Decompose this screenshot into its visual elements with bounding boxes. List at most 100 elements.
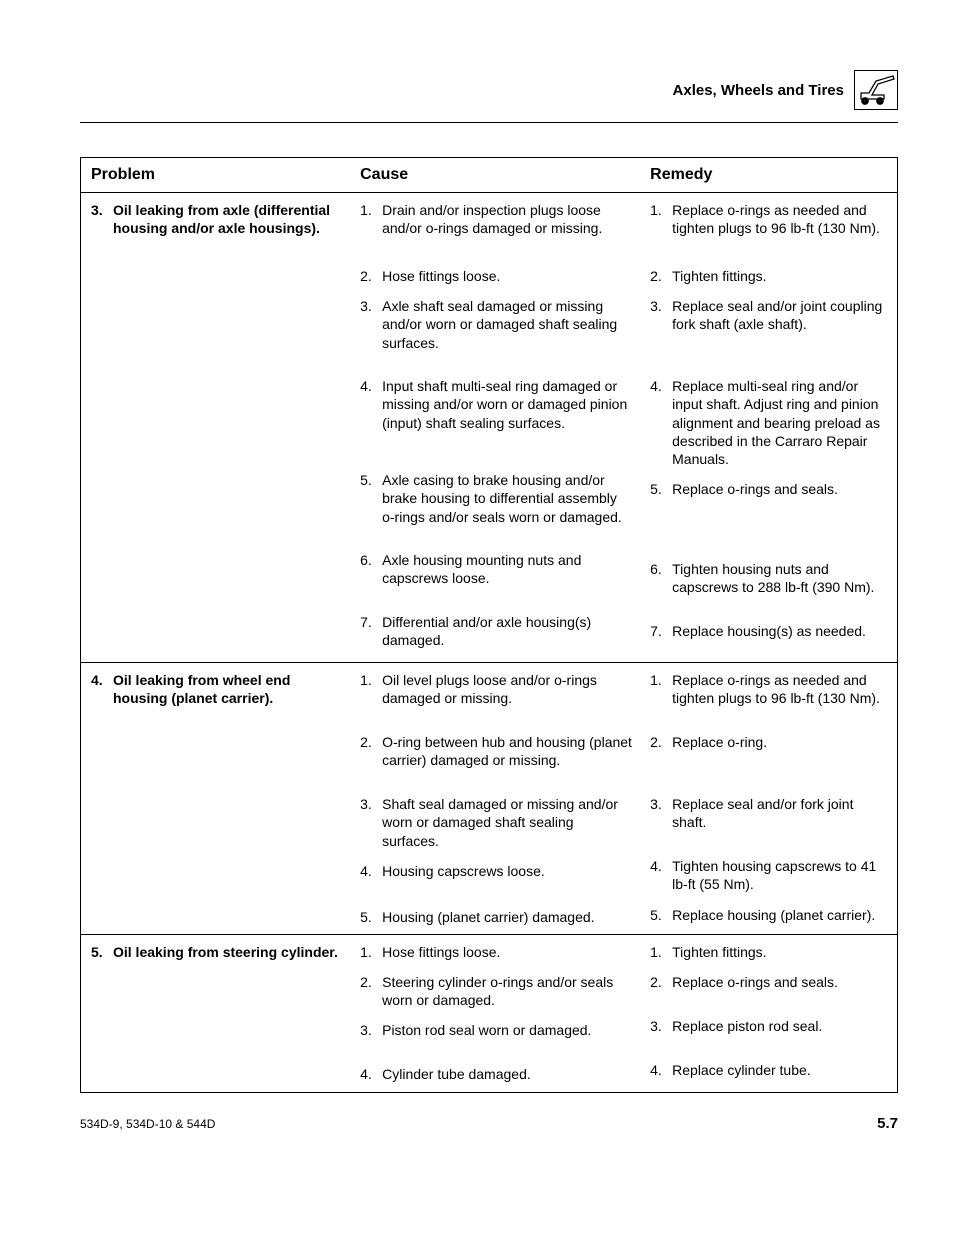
cause-item: 4.Housing capscrews loose.	[360, 862, 632, 896]
list-number: 1.	[650, 671, 672, 721]
page: Axles, Wheels and Tires Problem Cause Re…	[0, 0, 954, 1172]
remedy-text: Tighten fittings.	[672, 943, 889, 961]
cause-text: Hose fittings loose.	[382, 943, 632, 961]
table-body: 3. Oil leaking from axle (differential ho…	[81, 193, 898, 1093]
remedy-text: Replace o-rings and seals.	[672, 480, 889, 548]
problem-item: 5.Oil leaking from steering cylinder.	[91, 943, 342, 961]
remedy-item: 2.Replace o-rings and seals.	[650, 973, 889, 1005]
header-divider	[80, 122, 898, 123]
cause-cell: 1.Hose fittings loose.2.Steering cylinde…	[350, 934, 640, 1092]
cause-text: Shaft seal damaged or missing and/or wor…	[382, 795, 632, 850]
page-header: Axles, Wheels and Tires	[80, 70, 898, 110]
list-number: 1.	[360, 671, 382, 721]
remedy-text: Replace o-rings as needed and tighten pl…	[672, 671, 889, 721]
remedy-item: 4.Replace multi-seal ring and/or input s…	[650, 377, 889, 468]
cause-cell: 1.Oil level plugs loose and/or o-rings d…	[350, 663, 640, 935]
list-number: 6.	[650, 560, 672, 610]
remedy-text: Replace o-rings and seals.	[672, 973, 889, 1005]
col-header-remedy: Remedy	[640, 158, 897, 193]
footer-page-number: 5.7	[877, 1115, 898, 1132]
problem-text: Oil leaking from axle (differential hous…	[113, 201, 342, 237]
col-header-cause: Cause	[350, 158, 640, 193]
cause-item: 3.Axle shaft seal damaged or missing and…	[360, 297, 632, 365]
remedy-item: 1.Replace o-rings as needed and tighten …	[650, 671, 889, 721]
cause-text: Input shaft multi-seal ring damaged or m…	[382, 377, 632, 459]
cause-text: O-ring between hub and housing (planet c…	[382, 733, 632, 783]
remedy-item: 2.Replace o-ring.	[650, 733, 889, 783]
section-title: Axles, Wheels and Tires	[673, 82, 844, 99]
remedy-item: 4.Replace cylinder tube.	[650, 1061, 889, 1079]
problem-item: 3.Oil leaking from axle (differential ho…	[91, 201, 342, 237]
remedy-text: Tighten housing capscrews to 41 lb-ft (5…	[672, 857, 889, 893]
problem-item: 4.Oil leaking from wheel end housing (pl…	[91, 671, 342, 707]
cause-item: 2.Hose fittings loose.	[360, 267, 632, 285]
list-number: 4.	[650, 1061, 672, 1079]
problem-text: Oil leaking from steering cylinder.	[113, 943, 342, 961]
remedy-text: Replace cylinder tube.	[672, 1061, 889, 1079]
problem-cell: 4.Oil leaking from wheel end housing (pl…	[81, 663, 351, 935]
cause-item: 1.Hose fittings loose.	[360, 943, 632, 961]
list-number: 4.	[360, 377, 382, 459]
list-number: 1.	[360, 943, 382, 961]
list-number: 2.	[360, 973, 382, 1009]
list-number: 2.	[360, 267, 382, 285]
cause-text: Housing (planet carrier) damaged.	[382, 908, 632, 926]
list-number: 4.	[91, 671, 113, 707]
remedy-cell: 1.Tighten fittings. 2.Replace o-rings and…	[640, 934, 897, 1092]
list-number: 2.	[360, 733, 382, 783]
remedy-item: 3.Replace seal and/or joint coupling for…	[650, 297, 889, 365]
remedy-cell: 1.Replace o-rings as needed and tighten …	[640, 663, 897, 935]
table-row: 4.Oil leaking from wheel end housing (pl…	[81, 663, 898, 935]
remedy-text: Replace housing(s) as needed.	[672, 622, 889, 654]
remedy-text: Replace piston rod seal.	[672, 1017, 889, 1049]
cause-text: Axle casing to brake housing and/or brak…	[382, 471, 632, 539]
list-number: 1.	[650, 943, 672, 961]
remedy-item: 1.Replace o-rings as needed and tighten …	[650, 201, 889, 255]
remedy-text: Tighten fittings.	[672, 267, 889, 285]
remedy-text: Replace o-ring.	[672, 733, 889, 783]
cause-text: Hose fittings loose.	[382, 267, 632, 285]
list-number: 7.	[650, 622, 672, 654]
cause-item: 6.Axle housing mounting nuts and capscre…	[360, 551, 632, 601]
list-number: 3.	[650, 1017, 672, 1049]
cause-text: Steering cylinder o-rings and/or seals w…	[382, 973, 632, 1009]
cause-item: 7.Differential and/or axle housing(s) da…	[360, 613, 632, 649]
list-number: 1.	[360, 201, 382, 255]
problem-cell: 5.Oil leaking from steering cylinder.	[81, 934, 351, 1092]
list-number: 5.	[91, 943, 113, 961]
list-number: 3.	[360, 1021, 382, 1053]
problem-text: Oil leaking from wheel end housing (plan…	[113, 671, 342, 707]
cause-text: Cylinder tube damaged.	[382, 1065, 632, 1083]
cause-text: Differential and/or axle housing(s) dama…	[382, 613, 632, 649]
list-number: 5.	[360, 908, 382, 926]
remedy-text: Replace o-rings as needed and tighten pl…	[672, 201, 889, 255]
list-number: 1.	[650, 201, 672, 255]
list-number: 7.	[360, 613, 382, 649]
troubleshooting-table: Problem Cause Remedy 3. Oil leaking from …	[80, 157, 898, 1093]
list-number: 3.	[650, 795, 672, 845]
remedy-text: Replace seal and/or joint coupling fork …	[672, 297, 889, 365]
cause-item: 2.Steering cylinder o-rings and/or seals…	[360, 973, 632, 1009]
remedy-text: Replace seal and/or fork joint shaft.	[672, 795, 889, 845]
list-number: 5.	[360, 471, 382, 539]
table-row: 3. Oil leaking from axle (differential ho…	[81, 193, 898, 663]
remedy-item: 3.Replace piston rod seal.	[650, 1017, 889, 1049]
list-number: 3.	[360, 795, 382, 850]
list-number: 5.	[650, 480, 672, 548]
list-number: 2.	[650, 267, 672, 285]
cause-item: 3.Piston rod seal worn or damaged.	[360, 1021, 632, 1053]
cause-item: 4.Input shaft multi-seal ring damaged or…	[360, 377, 632, 459]
table-row: 5.Oil leaking from steering cylinder.1.H…	[81, 934, 898, 1092]
footer-models: 534D-9, 534D-10 & 544D	[80, 1117, 215, 1131]
cause-text: Oil level plugs loose and/or o-rings dam…	[382, 671, 632, 721]
remedy-text: Replace housing (planet carrier).	[672, 906, 889, 924]
list-number: 4.	[360, 1065, 382, 1083]
remedy-cell: 1.Replace o-rings as needed and tighten …	[640, 193, 897, 663]
page-footer: 534D-9, 534D-10 & 544D 5.7	[80, 1115, 898, 1132]
col-header-problem: Problem	[81, 158, 351, 193]
list-number: 3.	[360, 297, 382, 365]
cause-item: 3.Shaft seal damaged or missing and/or w…	[360, 795, 632, 850]
cause-text: Housing capscrews loose.	[382, 862, 632, 896]
cause-item: 1.Drain and/or inspection plugs loose an…	[360, 201, 632, 255]
cause-item: 5.Housing (planet carrier) damaged.	[360, 908, 632, 926]
